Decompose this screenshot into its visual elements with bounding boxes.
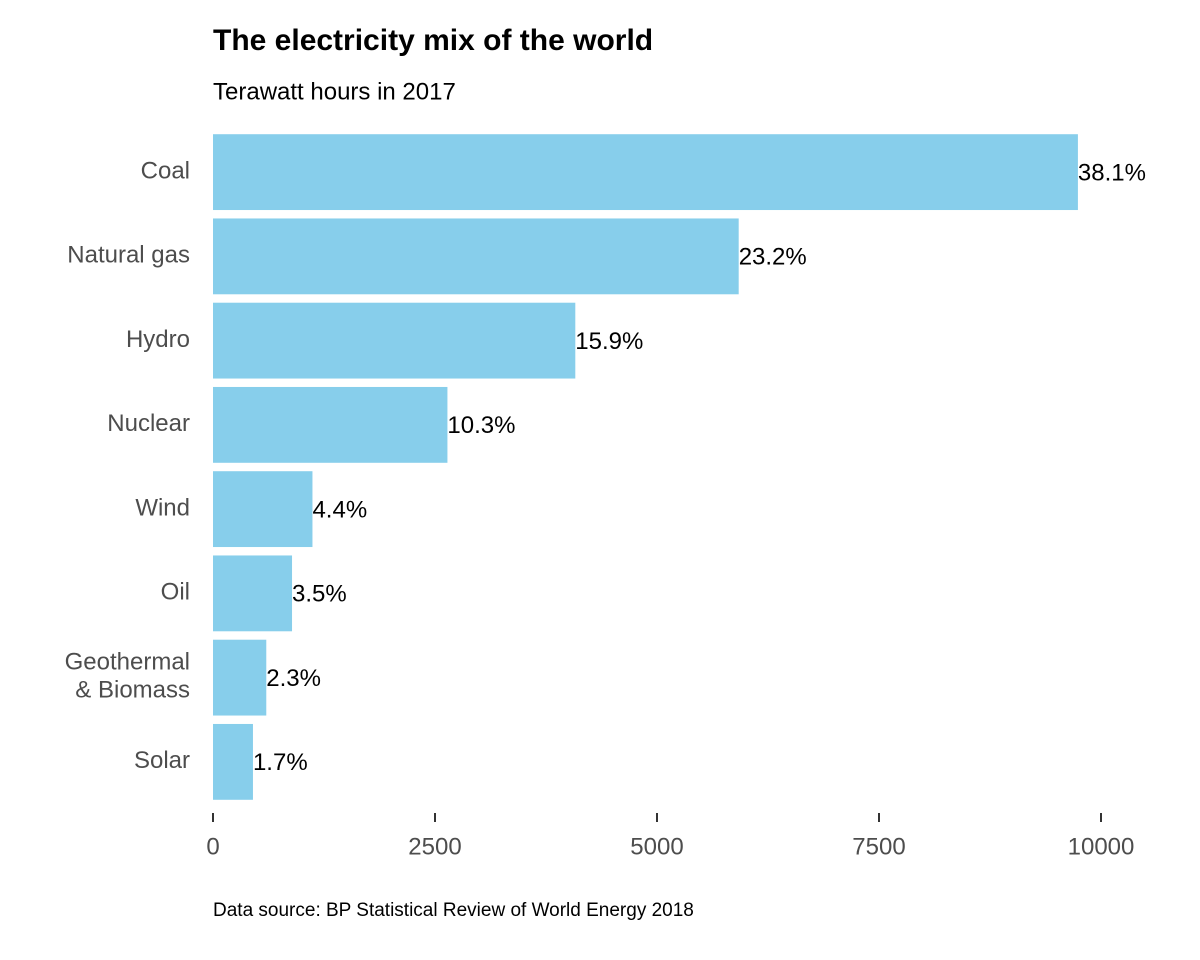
x-tick-label: 2500 (408, 833, 461, 860)
bar (213, 218, 739, 295)
bar (213, 134, 1078, 211)
data-label: 1.7% (253, 749, 308, 776)
x-tick-label: 0 (206, 833, 219, 860)
y-tick-label: Oil (161, 579, 190, 606)
y-tick-label: Natural gas (67, 242, 190, 269)
chart-subtitle: Terawatt hours in 2017 (213, 78, 456, 105)
bar (213, 555, 293, 632)
data-label: 10.3% (447, 412, 515, 439)
data-label: 4.4% (312, 496, 367, 523)
bar (213, 471, 313, 548)
data-label: 23.2% (739, 244, 807, 271)
y-tick-label: Geothermal & Biomass (65, 649, 190, 704)
y-tick-label: Solar (134, 747, 190, 774)
y-tick-label: Wind (135, 494, 190, 521)
x-tick-label: 10000 (1068, 833, 1135, 860)
data-label: 2.3% (266, 665, 321, 692)
chart-title: The electricity mix of the world (213, 24, 653, 57)
bar (213, 639, 267, 716)
data-label: 3.5% (292, 581, 347, 608)
bar (213, 723, 253, 800)
data-label: 38.1% (1078, 159, 1146, 186)
y-tick-label: Nuclear (107, 410, 190, 437)
source-note: Data source: BP Statistical Review of Wo… (213, 900, 694, 921)
x-tick-label: 7500 (852, 833, 905, 860)
data-label: 15.9% (575, 328, 643, 355)
bar (213, 386, 448, 463)
y-tick-label: Coal (141, 157, 190, 184)
y-tick-label: Hydro (126, 326, 190, 353)
bar (213, 302, 576, 379)
x-tick-label: 5000 (630, 833, 683, 860)
